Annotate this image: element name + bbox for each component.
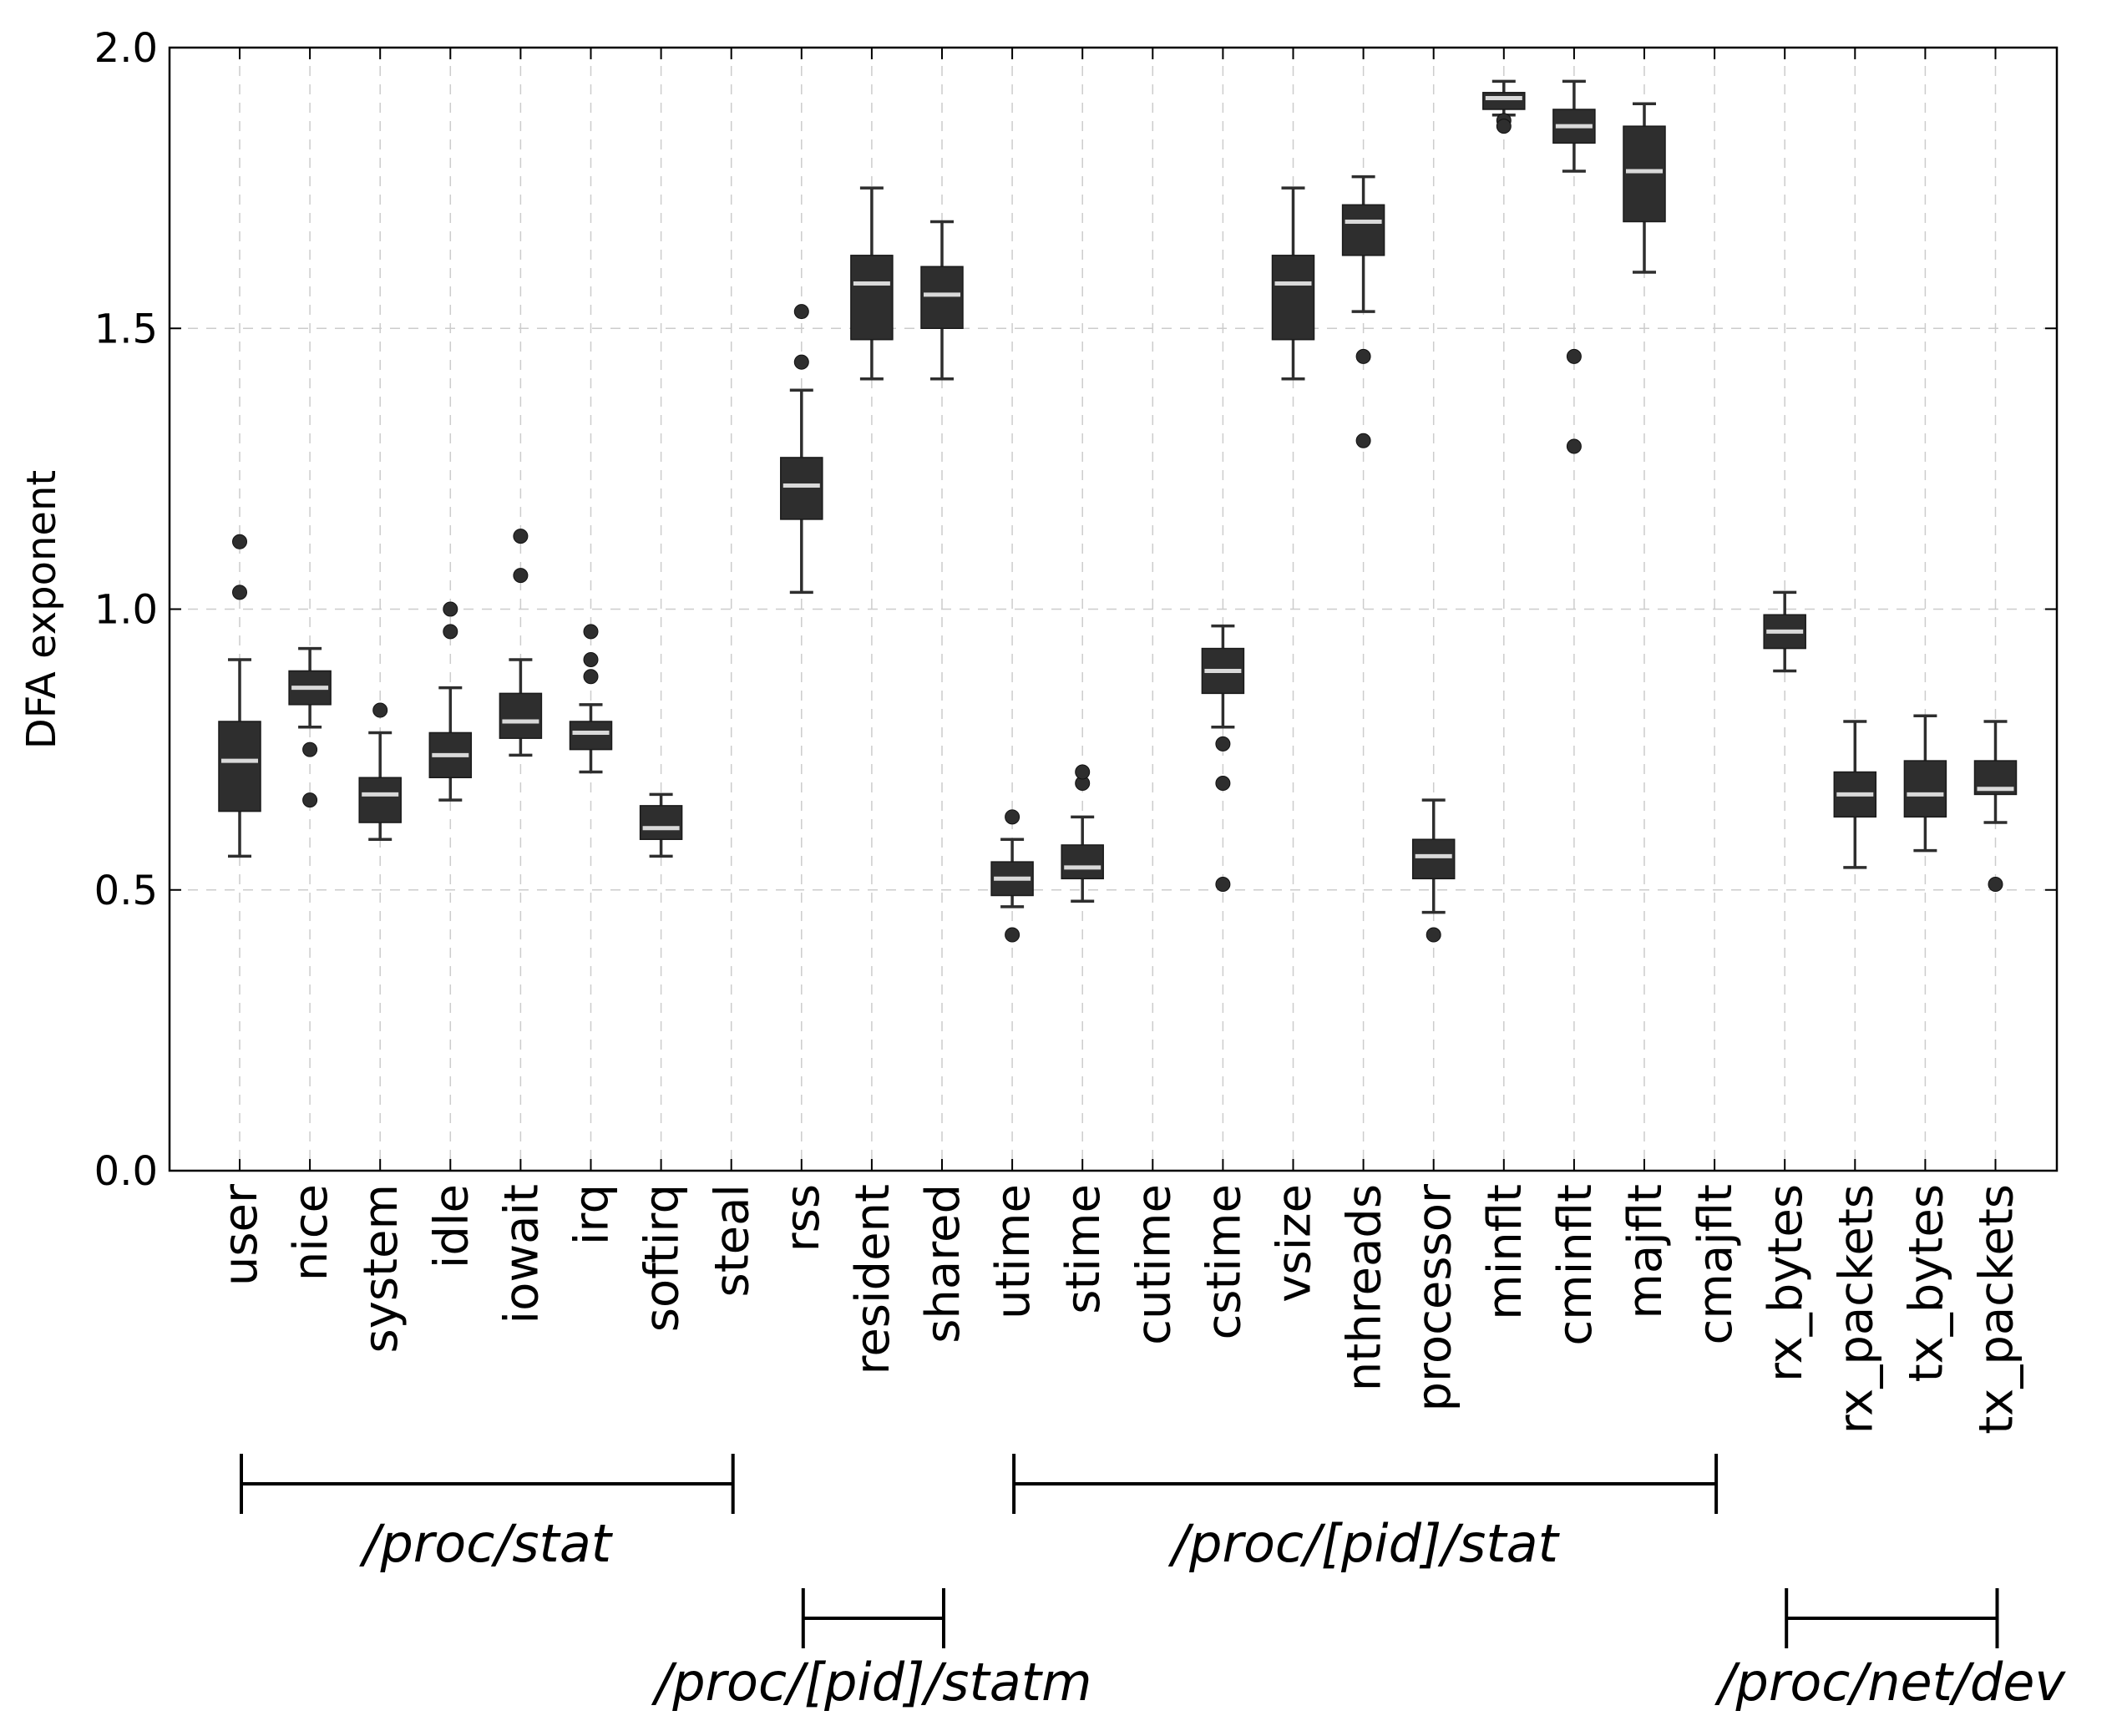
x-tick-label-tx-packets: tx_packets bbox=[1970, 1184, 2024, 1435]
outlier-idle bbox=[443, 601, 458, 617]
y-tick-label: 1.0 bbox=[94, 587, 158, 634]
y-tick-label: 1.5 bbox=[94, 306, 158, 352]
box-system bbox=[358, 777, 402, 823]
outlier-utime bbox=[1005, 927, 1020, 943]
box-series bbox=[218, 79, 2018, 943]
outlier-tx-packets bbox=[1988, 877, 2003, 893]
outlier-nice bbox=[302, 792, 318, 808]
outlier-utime bbox=[1005, 809, 1020, 825]
x-tick-label-resident: resident bbox=[846, 1184, 900, 1374]
x-tick-label-stime: stime bbox=[1056, 1184, 1111, 1314]
x-tick-label-cstime: cstime bbox=[1197, 1184, 1251, 1339]
box-nthreads bbox=[1341, 204, 1385, 256]
box-tx-bytes bbox=[1903, 760, 1947, 818]
x-tick-label-rx-packets: rx_packets bbox=[1829, 1184, 1883, 1434]
group-label-proc-pid-statm: /proc/[pid]/statm bbox=[651, 1652, 1091, 1713]
outlier-cminflt bbox=[1566, 348, 1582, 364]
x-tick-label-system: system bbox=[354, 1184, 408, 1353]
box-majflt bbox=[1623, 125, 1666, 223]
y-tick-label: 0.5 bbox=[94, 868, 158, 914]
outlier-nthreads bbox=[1355, 433, 1371, 448]
box-softirq bbox=[639, 805, 683, 840]
box-rss bbox=[780, 457, 823, 520]
box-iowait bbox=[499, 692, 543, 739]
x-tick-label-cminflt: cminflt bbox=[1548, 1184, 1603, 1346]
x-tick-label-tx-bytes: tx_bytes bbox=[1899, 1184, 1953, 1382]
x-tick-label-user: user bbox=[214, 1183, 268, 1286]
x-tick-label-shared: shared bbox=[916, 1184, 970, 1344]
outlier-minflt bbox=[1496, 119, 1512, 134]
x-tick-label-nice: nice bbox=[284, 1184, 338, 1281]
outlier-irq bbox=[583, 624, 599, 640]
y-tick-label: 0.0 bbox=[94, 1148, 158, 1195]
x-tick-label-processor: processor bbox=[1408, 1183, 1462, 1411]
group-brackets: /proc/stat/proc/[pid]/statm/proc/[pid]/s… bbox=[240, 1454, 2067, 1713]
box-resident bbox=[850, 255, 894, 341]
outlier-idle bbox=[443, 624, 458, 640]
x-tick-label-rx-bytes: rx_bytes bbox=[1759, 1184, 1813, 1382]
x-tick-label-majflt: majflt bbox=[1618, 1184, 1673, 1319]
outlier-rss bbox=[793, 354, 809, 370]
outlier-processor bbox=[1426, 927, 1441, 943]
x-tick-label-steal: steal bbox=[706, 1184, 760, 1297]
outlier-system bbox=[372, 702, 388, 718]
box-irq bbox=[569, 721, 613, 751]
outlier-cminflt bbox=[1566, 438, 1582, 454]
box-processor bbox=[1411, 838, 1456, 880]
x-tick-label-cmajflt: cmajflt bbox=[1689, 1184, 1743, 1344]
group-label-proc-net-dev: /proc/net/dev bbox=[1714, 1652, 2067, 1713]
x-tick-label-minflt: minflt bbox=[1478, 1184, 1532, 1320]
outlier-iowait bbox=[513, 529, 529, 544]
x-tick-label-softirq: softirq bbox=[636, 1184, 690, 1332]
x-tick-label-iowait: iowait bbox=[494, 1184, 549, 1324]
box-user bbox=[218, 721, 261, 812]
outlier-cstime bbox=[1215, 736, 1231, 752]
x-tick-label-utime: utime bbox=[986, 1184, 1041, 1319]
outlier-nice bbox=[302, 741, 318, 757]
box-minflt bbox=[1482, 92, 1526, 110]
y-axis-label: DFA exponent bbox=[18, 470, 65, 749]
x-tick-label-rss: rss bbox=[776, 1184, 830, 1252]
x-axis-ticks: user nice system idle iowait irq softirq steal r… bbox=[214, 48, 2024, 1435]
x-tick-label-vsize: vsize bbox=[1268, 1184, 1322, 1303]
box-vsize bbox=[1271, 255, 1315, 341]
outlier-iowait bbox=[513, 568, 529, 584]
outlier-stime bbox=[1075, 764, 1091, 780]
box-shared bbox=[920, 266, 964, 329]
x-tick-label-irq: irq bbox=[565, 1184, 620, 1245]
box-stime bbox=[1061, 844, 1104, 880]
x-tick-label-idle: idle bbox=[424, 1184, 479, 1268]
y-tick-label: 2.0 bbox=[94, 25, 158, 72]
y-axis-ticks: 0.0 0.5 1.0 1.5 2.0 bbox=[94, 25, 2057, 1195]
x-tick-label-cutime: cutime bbox=[1127, 1184, 1181, 1345]
x-tick-label-nthreads: nthreads bbox=[1338, 1184, 1392, 1391]
outlier-cstime bbox=[1215, 775, 1231, 791]
outlier-irq bbox=[583, 669, 599, 685]
outlier-irq bbox=[583, 652, 599, 668]
outlier-rss bbox=[793, 304, 809, 320]
group-label-proc-stat: /proc/stat bbox=[359, 1513, 614, 1574]
group-label-proc-pid-stat: /proc/[pid]/stat bbox=[1167, 1513, 1560, 1574]
outlier-cstime bbox=[1215, 877, 1231, 893]
outlier-user bbox=[232, 585, 247, 600]
outlier-nthreads bbox=[1355, 348, 1371, 364]
outlier-user bbox=[232, 534, 247, 549]
